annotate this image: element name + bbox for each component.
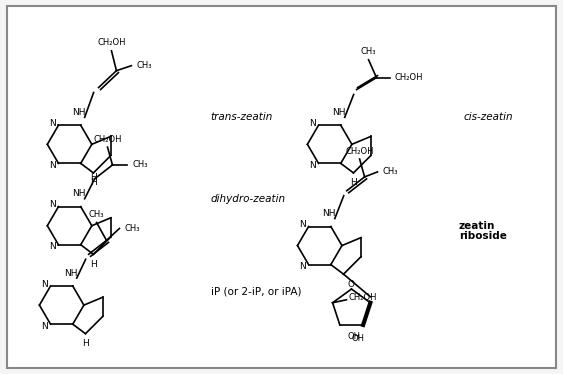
Text: N: N bbox=[300, 220, 306, 229]
Text: CH₃: CH₃ bbox=[124, 224, 140, 233]
Text: CH₂OH: CH₂OH bbox=[348, 293, 377, 302]
Text: N: N bbox=[41, 280, 48, 289]
Text: CH₂OH: CH₂OH bbox=[97, 39, 126, 47]
Text: OH: OH bbox=[347, 332, 360, 341]
Text: iP (or 2-iP, or iPA): iP (or 2-iP, or iPA) bbox=[211, 286, 301, 296]
Text: NH: NH bbox=[332, 108, 346, 117]
Text: H: H bbox=[90, 174, 97, 183]
Text: H: H bbox=[350, 178, 357, 187]
Text: CH₂OH: CH₂OH bbox=[93, 135, 122, 144]
Text: N: N bbox=[300, 262, 306, 271]
Text: CH₃: CH₃ bbox=[361, 47, 376, 56]
Text: trans-zeatin: trans-zeatin bbox=[211, 111, 273, 122]
Text: CH₃: CH₃ bbox=[132, 160, 148, 169]
Text: NH: NH bbox=[72, 108, 86, 117]
Text: CH₃: CH₃ bbox=[383, 168, 398, 177]
Text: N: N bbox=[49, 242, 56, 251]
Text: CH₂OH: CH₂OH bbox=[345, 147, 374, 156]
Text: CH₃: CH₃ bbox=[136, 61, 152, 70]
Text: cis-zeatin: cis-zeatin bbox=[464, 111, 513, 122]
Text: NH: NH bbox=[322, 209, 336, 218]
Text: N: N bbox=[309, 119, 316, 128]
Text: H: H bbox=[90, 260, 97, 269]
Text: N: N bbox=[41, 322, 48, 331]
Text: dihydro-zeatin: dihydro-zeatin bbox=[211, 194, 285, 204]
Text: OH: OH bbox=[352, 334, 365, 343]
Text: H: H bbox=[82, 339, 89, 348]
Text: N: N bbox=[49, 161, 56, 170]
Text: O: O bbox=[348, 280, 355, 289]
Text: N: N bbox=[49, 200, 56, 209]
Text: riboside: riboside bbox=[459, 231, 507, 240]
Text: zeatin: zeatin bbox=[459, 221, 495, 231]
Text: CH₂OH: CH₂OH bbox=[394, 73, 422, 82]
Text: H: H bbox=[90, 178, 97, 187]
Text: NH: NH bbox=[72, 189, 86, 198]
Text: CH₃: CH₃ bbox=[89, 210, 104, 219]
Text: NH: NH bbox=[64, 269, 78, 278]
FancyBboxPatch shape bbox=[7, 6, 556, 368]
Text: N: N bbox=[49, 119, 56, 128]
Text: N: N bbox=[309, 161, 316, 170]
